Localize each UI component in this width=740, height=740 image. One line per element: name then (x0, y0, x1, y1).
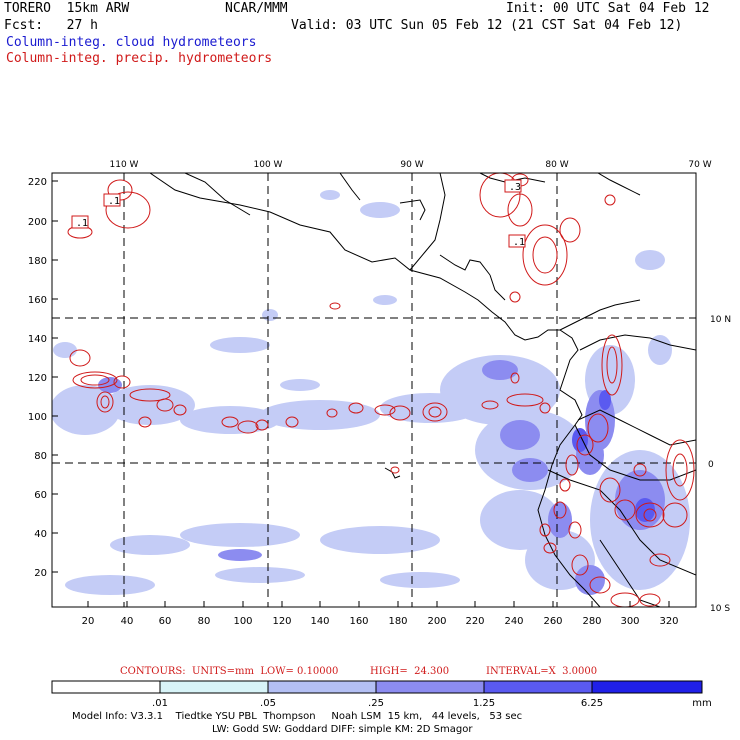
latitude-label: 0 (708, 460, 714, 470)
y-tick-label: 160 (28, 295, 47, 306)
colorbar-label: 6.25 (581, 698, 603, 709)
longitude-label: 70 W (688, 160, 711, 170)
x-tick-label: 40 (121, 616, 134, 627)
colorbar-swatch (160, 681, 268, 693)
model-info-line2: LW: Godd SW: Goddard DIFF: simple KM: 2D… (212, 724, 473, 735)
y-ticks (52, 180, 58, 573)
contour-label: .3 (509, 182, 521, 193)
forecast-hour: Fcst: 27 h (4, 18, 98, 33)
y-tick-label: 60 (34, 490, 47, 501)
valid-time: Valid: 03 UTC Sun 05 Feb 12 (21 CST Sat … (291, 18, 683, 33)
x-ticks (87, 601, 670, 607)
y-tick-label: 220 (28, 177, 47, 188)
colorbar-label: .25 (368, 698, 384, 709)
colorbar-unit: mm (692, 698, 711, 709)
y-tick-label: 140 (28, 334, 47, 345)
colorbar-swatch (484, 681, 592, 693)
x-tick-label: 260 (543, 616, 562, 627)
colorbar-swatch (268, 681, 376, 693)
colorbar-label: .01 (152, 698, 168, 709)
colorbar-label: 1.25 (473, 698, 495, 709)
center-label: NCAR/MMM (225, 1, 288, 16)
x-tick-label: 220 (465, 616, 484, 627)
x-tick-label: 100 (233, 616, 252, 627)
x-tick-label: 60 (159, 616, 172, 627)
colorbar-swatch (52, 681, 160, 693)
contour-label: .1 (108, 196, 120, 207)
precip-field-label: Column-integ. precip. hydrometeors (6, 51, 273, 66)
y-tick-label: 40 (34, 529, 47, 540)
longitude-label: 80 W (545, 160, 568, 170)
latitude-label: 10 N (710, 315, 731, 325)
cloud-field-label: Column-integ. cloud hydrometeors (6, 35, 257, 50)
x-tick-label: 20 (82, 616, 95, 627)
x-tick-label: 320 (659, 616, 678, 627)
x-tick-label: 200 (427, 616, 446, 627)
y-tick-label: 120 (28, 373, 47, 384)
colorbar-swatch (592, 681, 702, 693)
x-tick-label: 120 (272, 616, 291, 627)
graticule (52, 173, 696, 607)
colorbar (51, 680, 703, 694)
contour-interval: INTERVAL=X 3.0000 (486, 666, 598, 677)
x-tick-label: 80 (198, 616, 211, 627)
colorbar-label: .05 (260, 698, 276, 709)
x-tick-label: 280 (582, 616, 601, 627)
contour-units: CONTOURS: UNITS=mm LOW= 0.10000 (120, 666, 339, 677)
contour-high: HIGH= 24.300 (370, 666, 450, 677)
model-title: TORERO 15km ARW (4, 1, 130, 16)
x-tick-label: 180 (388, 616, 407, 627)
contour-label-boxes (71, 179, 526, 248)
y-tick-label: 20 (34, 568, 47, 579)
map-content: .1 .1 .3 .1 (52, 173, 696, 607)
y-tick-label: 180 (28, 256, 47, 267)
x-tick-label: 240 (504, 616, 523, 627)
x-tick-label: 300 (620, 616, 639, 627)
cloud-shading-dark (572, 390, 655, 522)
y-tick-label: 80 (34, 451, 47, 462)
latitude-label: 10 S (710, 604, 730, 614)
colorbar-swatch (376, 681, 484, 693)
longitude-label: 110 W (110, 160, 139, 170)
contour-label: .1 (513, 237, 525, 248)
init-time: Init: 00 UTC Sat 04 Feb 12 (506, 1, 710, 16)
y-tick-label: 200 (28, 217, 47, 228)
longitude-label: 100 W (254, 160, 283, 170)
longitude-label: 90 W (400, 160, 423, 170)
x-tick-label: 140 (310, 616, 329, 627)
model-info-line1: Model Info: V3.3.1 Tiedtke YSU PBL Thomp… (72, 711, 523, 722)
plot-frame (51, 172, 697, 608)
coastlines (149, 173, 696, 607)
y-tick-label: 100 (28, 412, 47, 423)
precip-contours (67, 173, 695, 607)
cloud-shading-light (52, 190, 690, 595)
x-tick-label: 160 (349, 616, 368, 627)
contour-label: .1 (76, 218, 88, 229)
